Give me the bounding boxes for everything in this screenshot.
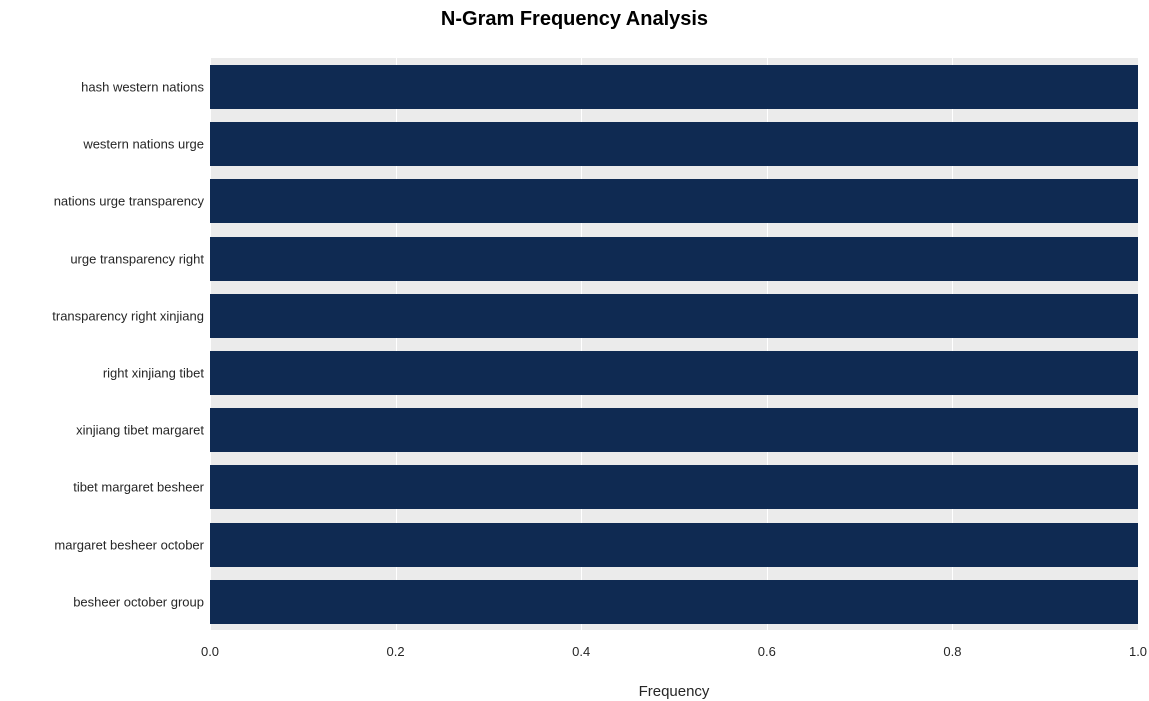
x-tick-label: 0.2: [387, 638, 405, 659]
y-tick-label: hash western nations: [81, 80, 210, 95]
bar: [210, 237, 1138, 281]
y-tick-label: besheer october group: [73, 594, 210, 609]
bar: [210, 523, 1138, 567]
bar: [210, 294, 1138, 338]
bar: [210, 351, 1138, 395]
bar: [210, 465, 1138, 509]
y-tick-label: nations urge transparency: [54, 194, 210, 209]
y-tick-label: transparency right xinjiang: [52, 308, 210, 323]
chart-title: N-Gram Frequency Analysis: [0, 8, 1149, 31]
y-tick-label: western nations urge: [83, 137, 210, 152]
x-tick-label: 0.4: [572, 638, 590, 659]
x-tick-label: 0.0: [201, 638, 219, 659]
y-tick-label: urge transparency right: [70, 251, 210, 266]
y-tick-label: xinjiang tibet margaret: [76, 423, 210, 438]
bar: [210, 580, 1138, 624]
plot-area: hash western nationswestern nations urge…: [210, 36, 1138, 638]
bar: [210, 179, 1138, 223]
x-gridline: [1138, 36, 1139, 638]
ngram-chart: N-Gram Frequency Analysis hash western n…: [0, 0, 1149, 701]
x-tick-label: 0.6: [758, 638, 776, 659]
x-tick-label: 1.0: [1129, 638, 1147, 659]
bar: [210, 408, 1138, 452]
bar: [210, 122, 1138, 166]
x-axis-label: Frequency: [639, 683, 710, 700]
y-tick-label: margaret besheer october: [54, 537, 210, 552]
y-tick-label: tibet margaret besheer: [73, 480, 210, 495]
bar: [210, 65, 1138, 109]
x-tick-label: 0.8: [943, 638, 961, 659]
y-tick-label: right xinjiang tibet: [103, 366, 210, 381]
